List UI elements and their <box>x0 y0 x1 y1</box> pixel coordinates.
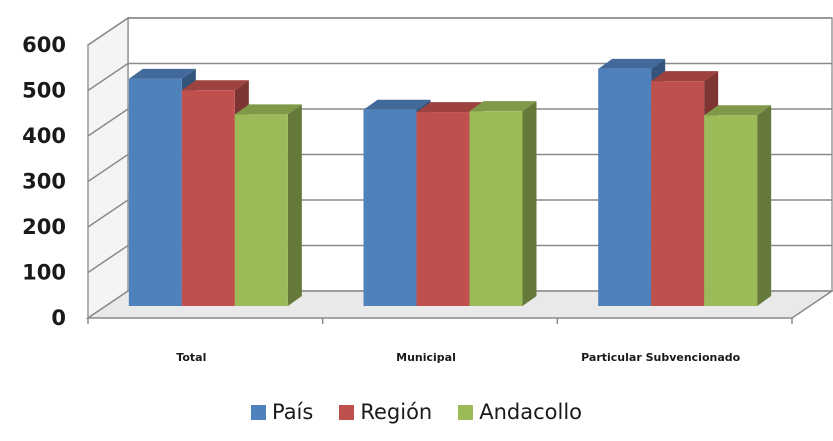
bar-top <box>598 58 666 69</box>
y-tick-label: 600 <box>22 33 66 57</box>
gridline-side <box>87 17 129 46</box>
bar-top <box>416 102 484 113</box>
bar-side <box>287 104 302 306</box>
x-tick-label: Particular Subvencionado <box>581 351 741 364</box>
bar-top <box>363 99 431 110</box>
gridline-side <box>87 199 129 228</box>
legend-label-pais: País <box>271 400 314 424</box>
legend-item-pais: País <box>250 400 314 424</box>
legend-swatch-pais <box>250 404 266 420</box>
bar-top <box>234 104 302 115</box>
bar <box>704 115 758 306</box>
y-tick-label: 400 <box>22 124 66 148</box>
gridline-side <box>87 108 129 137</box>
bar-top <box>704 105 772 116</box>
bar-side <box>522 101 537 306</box>
legend-item-region: Región <box>339 400 432 424</box>
y-tick-label: 0 <box>51 306 66 330</box>
bar-top <box>651 71 719 82</box>
bar <box>469 111 523 306</box>
bar <box>181 90 235 306</box>
x-tick-label: Municipal <box>396 351 456 364</box>
bar-top <box>469 101 537 112</box>
legend: País Región Andacollo <box>0 400 833 424</box>
legend-label-region: Región <box>360 400 433 424</box>
gridline-side <box>87 244 129 274</box>
y-tick-label: 200 <box>22 215 66 239</box>
x-tick-label: Total <box>176 351 206 364</box>
bar <box>416 112 470 306</box>
bar <box>234 114 288 306</box>
gridline-side <box>87 62 129 92</box>
bar <box>128 78 182 306</box>
legend-swatch-andacollo <box>458 404 474 420</box>
y-tick-label: 500 <box>22 79 66 103</box>
bar-top <box>181 80 249 91</box>
bar <box>651 81 705 306</box>
bar <box>598 68 652 306</box>
y-tick-label: 100 <box>22 261 66 285</box>
gridline-side <box>87 153 129 183</box>
bar <box>363 109 417 306</box>
y-tick-label: 300 <box>22 170 66 194</box>
bar-side <box>757 105 772 306</box>
legend-item-andacollo: Andacollo <box>458 400 582 424</box>
legend-swatch-region <box>339 404 355 420</box>
bar-top <box>128 68 196 79</box>
legend-label-andacollo: Andacollo <box>479 400 583 424</box>
